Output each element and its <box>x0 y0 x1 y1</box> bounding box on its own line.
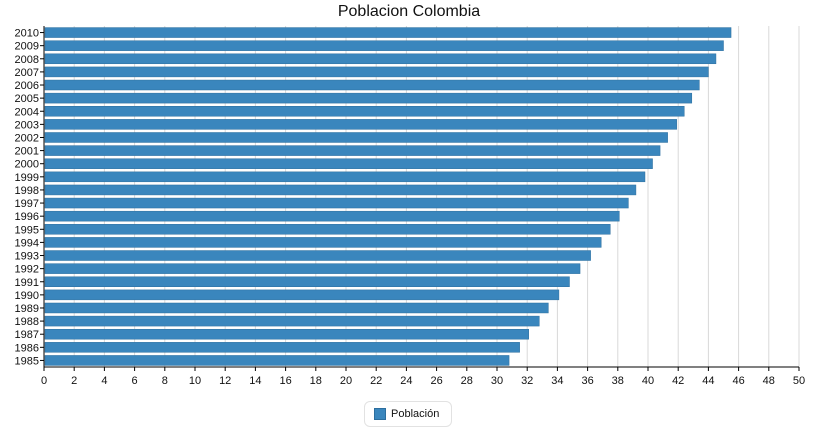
y-tick-label: 1993 <box>15 251 39 263</box>
x-tick-label: 4 <box>101 375 107 387</box>
y-tick-label: 2008 <box>15 54 39 66</box>
bar <box>44 158 653 169</box>
bar <box>44 250 591 261</box>
bar <box>44 263 581 274</box>
bar <box>44 276 570 287</box>
bar <box>44 40 724 51</box>
y-tick-label: 2001 <box>15 146 39 158</box>
bar <box>44 355 510 366</box>
x-tick-label: 24 <box>400 375 412 387</box>
bar <box>44 184 637 196</box>
y-tick-label: 1994 <box>15 237 39 249</box>
legend-label: Población <box>391 408 440 420</box>
x-tick-label: 14 <box>249 375 261 387</box>
chart-title: Poblacion Colombia <box>338 3 480 20</box>
x-tick-label: 0 <box>41 375 47 387</box>
bar <box>44 342 520 353</box>
x-tick-label: 32 <box>521 375 533 387</box>
x-tick-label: 50 <box>793 375 805 387</box>
x-tick-label: 46 <box>732 375 744 387</box>
y-tick-label: 2004 <box>15 106 39 118</box>
x-tick-label: 20 <box>340 375 352 387</box>
legend[interactable]: Población <box>364 401 452 427</box>
y-tick-label: 2003 <box>15 119 39 131</box>
y-tick-label: 1988 <box>15 316 39 328</box>
y-tick-label: 1996 <box>15 211 39 223</box>
y-tick-label: 2000 <box>15 159 39 171</box>
y-tick-label: 1998 <box>15 185 39 197</box>
bar <box>44 106 685 117</box>
bar <box>44 224 611 235</box>
y-tick-label: 2005 <box>15 93 39 105</box>
bar <box>44 237 602 248</box>
x-tick-label: 6 <box>132 375 138 387</box>
bar <box>44 132 668 143</box>
bar <box>44 302 549 314</box>
y-tick-label: 1989 <box>15 303 39 315</box>
y-tick-label: 1986 <box>15 342 39 354</box>
x-tick-label: 10 <box>189 375 201 387</box>
x-tick-label: 42 <box>672 375 684 387</box>
x-tick-label: 22 <box>370 375 382 387</box>
bar <box>44 197 629 209</box>
bar <box>44 119 677 130</box>
x-tick-label: 44 <box>702 375 714 387</box>
y-tick-label: 2002 <box>15 132 39 144</box>
y-tick-label: 1997 <box>15 198 39 210</box>
y-tick-label: 2007 <box>15 67 39 79</box>
x-tick-label: 36 <box>581 375 593 387</box>
y-tick-label: 1990 <box>15 290 39 302</box>
y-tick-label: 1999 <box>15 172 39 184</box>
bar <box>44 145 661 156</box>
y-tick-label: 2006 <box>15 80 39 92</box>
x-tick-label: 30 <box>491 375 503 387</box>
x-tick-label: 16 <box>279 375 291 387</box>
y-tick-label: 2010 <box>15 28 39 40</box>
bar <box>44 171 646 183</box>
x-tick-label: 12 <box>219 375 231 387</box>
bar <box>44 315 540 327</box>
x-tick-label: 8 <box>162 375 168 387</box>
y-tick-label: 1995 <box>15 224 39 236</box>
x-tick-label: 26 <box>430 375 442 387</box>
y-tick-label: 2009 <box>15 41 39 53</box>
x-tick-label: 38 <box>612 375 624 387</box>
legend-swatch-icon <box>374 408 386 420</box>
x-tick-label: 18 <box>310 375 322 387</box>
bar <box>44 27 732 38</box>
bar <box>44 328 529 340</box>
bar <box>44 92 693 104</box>
x-tick-label: 2 <box>71 375 77 387</box>
y-tick-label: 1985 <box>15 355 39 367</box>
x-tick-label: 28 <box>461 375 473 387</box>
bar <box>44 53 717 65</box>
bar <box>44 66 709 78</box>
bar <box>44 79 700 91</box>
x-tick-label: 48 <box>763 375 775 387</box>
y-tick-label: 1991 <box>15 277 39 289</box>
y-tick-label: 1992 <box>15 264 39 276</box>
y-tick-label: 1987 <box>15 329 39 341</box>
x-tick-label: 34 <box>551 375 563 387</box>
x-tick-label: 40 <box>642 375 654 387</box>
bar <box>44 210 620 222</box>
bar <box>44 289 560 301</box>
